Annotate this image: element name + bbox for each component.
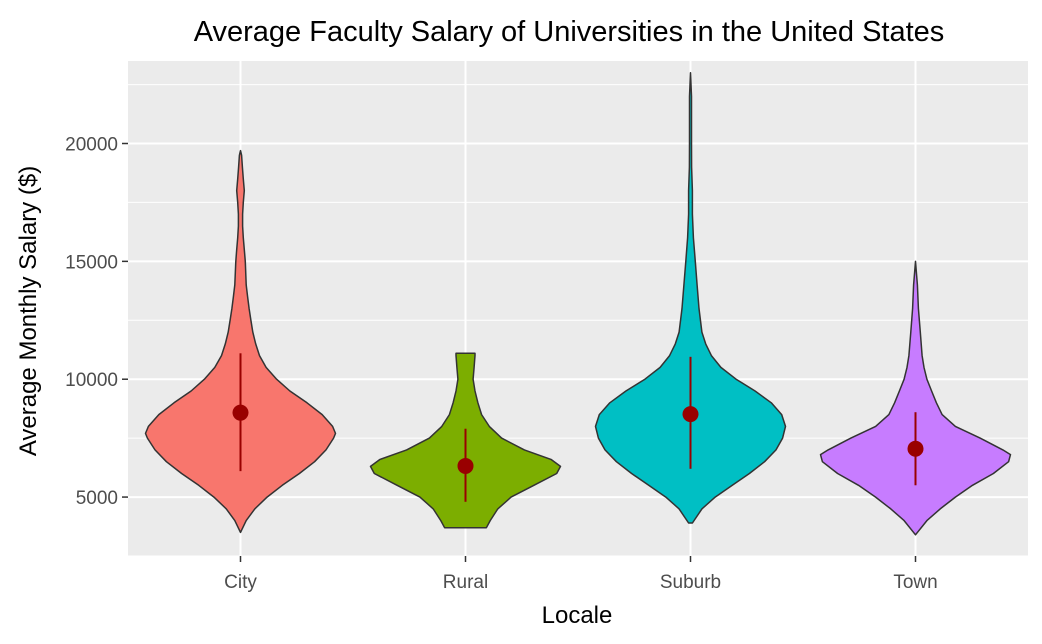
x-tick-label: City (224, 572, 257, 593)
y-tick-label: 20000 (65, 135, 118, 156)
violins (144, 72, 1012, 536)
x-tick-label: Rural (443, 572, 488, 593)
violin-body (819, 260, 1012, 536)
x-axis-title: Locale (542, 602, 613, 629)
violin-body (594, 72, 787, 524)
violin-city (144, 149, 337, 534)
mean-point (682, 406, 699, 423)
x-tick-label: Town (893, 572, 937, 593)
x-axis: City Rural Suburb Town (224, 556, 938, 593)
mean-point (232, 404, 249, 421)
chart-title: Average Faculty Salary of Universities i… (194, 16, 945, 48)
violin-body (144, 149, 337, 534)
y-tick-label: 5000 (76, 488, 118, 509)
y-tick-label: 15000 (65, 252, 118, 273)
mean-point (457, 457, 474, 474)
mean-point (907, 440, 924, 457)
violin-suburb (594, 72, 787, 524)
violin-rural (369, 352, 562, 529)
violin-town (819, 260, 1012, 536)
y-tick-label: 10000 (65, 370, 118, 391)
y-axis-title: Average Monthly Salary ($) (15, 166, 42, 456)
y-axis: 5000 10000 15000 20000 (65, 135, 128, 509)
x-tick-label: Suburb (660, 572, 721, 593)
